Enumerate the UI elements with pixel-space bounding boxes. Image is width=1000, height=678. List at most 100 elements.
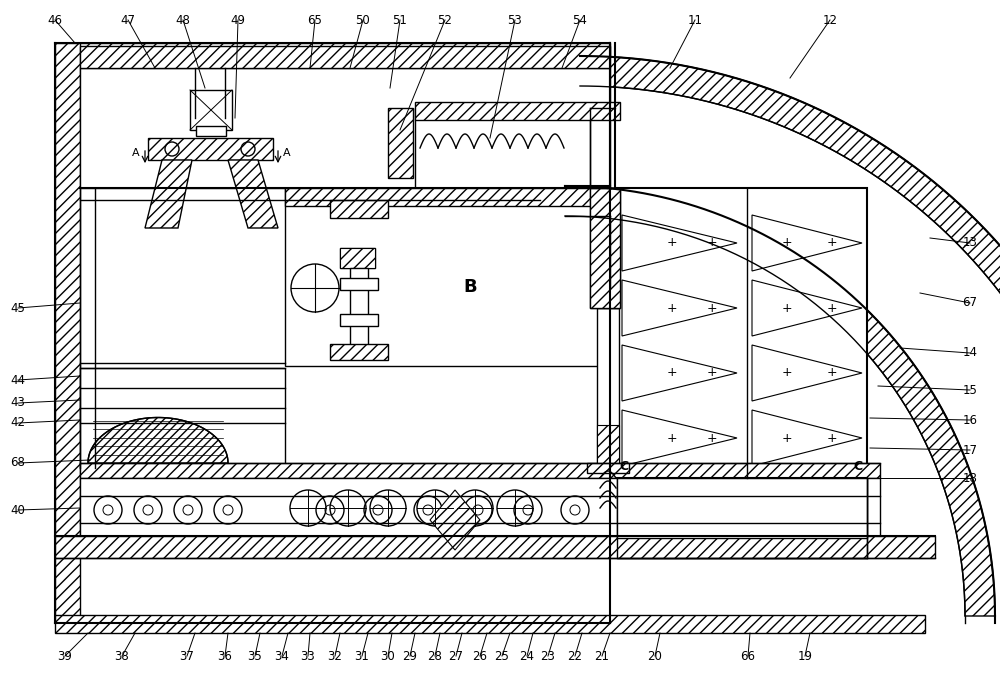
Polygon shape bbox=[622, 410, 737, 466]
Text: 22: 22 bbox=[568, 650, 582, 662]
Bar bbox=[55, 536, 935, 558]
Bar bbox=[388, 108, 413, 178]
Text: 17: 17 bbox=[962, 443, 978, 456]
Text: 19: 19 bbox=[798, 650, 812, 662]
Bar bbox=[597, 308, 619, 463]
Text: +: + bbox=[782, 367, 792, 380]
Text: +: + bbox=[782, 431, 792, 445]
Text: +: + bbox=[707, 302, 717, 315]
Text: C: C bbox=[853, 460, 862, 473]
Text: 34: 34 bbox=[275, 650, 289, 662]
Text: 47: 47 bbox=[120, 14, 136, 26]
Bar bbox=[80, 463, 880, 478]
Text: 43: 43 bbox=[11, 397, 25, 410]
Bar bbox=[617, 478, 867, 538]
Bar bbox=[55, 43, 610, 68]
Bar bbox=[80, 478, 880, 538]
Polygon shape bbox=[88, 418, 228, 463]
Text: 23: 23 bbox=[541, 650, 555, 662]
Text: 29: 29 bbox=[402, 650, 418, 662]
Polygon shape bbox=[430, 490, 480, 550]
Text: +: + bbox=[827, 367, 837, 380]
Polygon shape bbox=[228, 160, 278, 228]
Text: 31: 31 bbox=[355, 650, 369, 662]
Text: 24: 24 bbox=[520, 650, 534, 662]
Text: +: + bbox=[667, 367, 677, 380]
Bar bbox=[415, 108, 590, 188]
Text: 53: 53 bbox=[508, 14, 522, 26]
Text: 20: 20 bbox=[648, 650, 662, 662]
Bar bbox=[340, 248, 375, 268]
Text: 16: 16 bbox=[962, 414, 978, 426]
Text: 52: 52 bbox=[438, 14, 452, 26]
Text: 25: 25 bbox=[495, 650, 509, 662]
Bar bbox=[590, 188, 620, 308]
Bar bbox=[617, 478, 867, 558]
Bar bbox=[80, 68, 610, 188]
Text: 65: 65 bbox=[308, 14, 322, 26]
Bar bbox=[340, 248, 375, 268]
Text: +: + bbox=[707, 237, 717, 250]
Text: +: + bbox=[782, 302, 792, 315]
Bar bbox=[590, 188, 620, 308]
Bar bbox=[55, 615, 925, 633]
Text: +: + bbox=[707, 367, 717, 380]
Bar bbox=[80, 368, 285, 468]
Text: 42: 42 bbox=[10, 416, 26, 429]
Text: 67: 67 bbox=[962, 296, 978, 309]
Text: +: + bbox=[667, 431, 677, 445]
Bar bbox=[587, 463, 629, 473]
Text: +: + bbox=[782, 237, 792, 250]
Text: 54: 54 bbox=[573, 14, 587, 26]
Polygon shape bbox=[565, 186, 995, 616]
Text: 18: 18 bbox=[963, 471, 977, 485]
Bar bbox=[330, 344, 388, 360]
Text: 33: 33 bbox=[301, 650, 315, 662]
Text: 51: 51 bbox=[393, 14, 407, 26]
Bar bbox=[196, 126, 226, 136]
Bar bbox=[148, 138, 273, 160]
Text: 45: 45 bbox=[11, 302, 25, 315]
Polygon shape bbox=[580, 56, 1000, 616]
Bar bbox=[617, 188, 867, 478]
Polygon shape bbox=[622, 280, 737, 336]
Text: 68: 68 bbox=[11, 456, 25, 469]
Text: 11: 11 bbox=[688, 14, 702, 26]
Text: +: + bbox=[827, 302, 837, 315]
Polygon shape bbox=[622, 215, 737, 271]
Text: 40: 40 bbox=[11, 504, 25, 517]
Bar bbox=[330, 200, 388, 218]
Text: 35: 35 bbox=[248, 650, 262, 662]
Polygon shape bbox=[752, 345, 862, 401]
Text: 49: 49 bbox=[230, 14, 246, 26]
Text: 36: 36 bbox=[218, 650, 232, 662]
Text: A: A bbox=[283, 148, 291, 158]
Polygon shape bbox=[145, 160, 192, 228]
Text: 13: 13 bbox=[963, 237, 977, 250]
Bar bbox=[597, 425, 619, 463]
Bar bbox=[340, 278, 378, 290]
Text: 28: 28 bbox=[428, 650, 442, 662]
Text: 46: 46 bbox=[48, 14, 62, 26]
Bar bbox=[350, 268, 368, 348]
Bar bbox=[415, 102, 620, 120]
Text: B: B bbox=[463, 278, 477, 296]
Text: +: + bbox=[707, 431, 717, 445]
Text: 26: 26 bbox=[473, 650, 488, 662]
Text: +: + bbox=[667, 237, 677, 250]
Text: 50: 50 bbox=[356, 14, 370, 26]
Text: +: + bbox=[827, 431, 837, 445]
Polygon shape bbox=[622, 345, 737, 401]
Polygon shape bbox=[752, 215, 862, 271]
Text: 32: 32 bbox=[328, 650, 342, 662]
Text: 66: 66 bbox=[740, 650, 756, 662]
Text: 15: 15 bbox=[963, 384, 977, 397]
Bar bbox=[80, 46, 610, 68]
Bar bbox=[190, 90, 232, 130]
Text: C: C bbox=[619, 460, 628, 473]
Text: 38: 38 bbox=[115, 650, 129, 662]
Text: 14: 14 bbox=[962, 346, 978, 359]
Text: 44: 44 bbox=[10, 374, 26, 386]
Text: 30: 30 bbox=[381, 650, 395, 662]
Text: +: + bbox=[667, 302, 677, 315]
